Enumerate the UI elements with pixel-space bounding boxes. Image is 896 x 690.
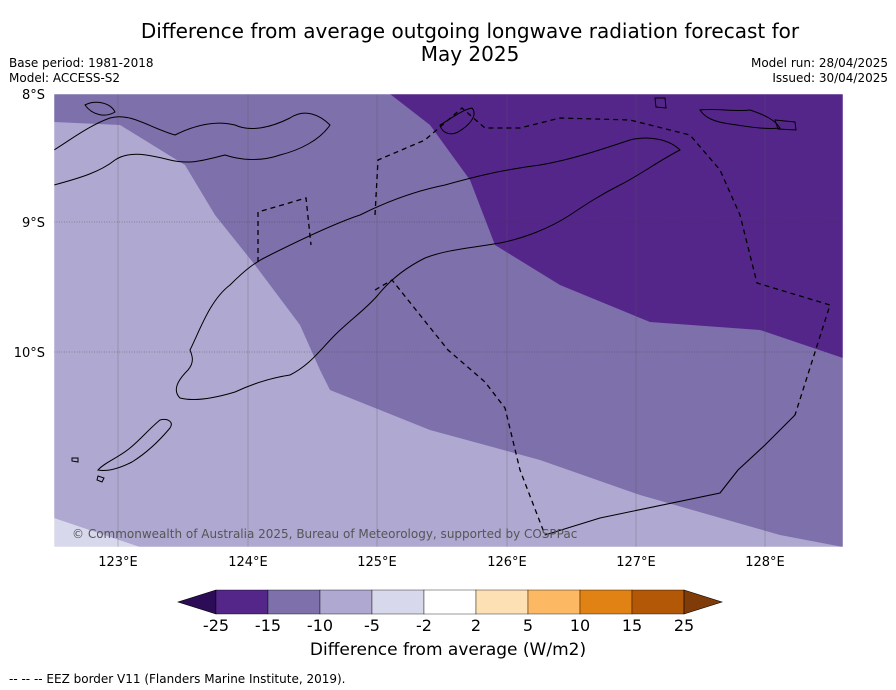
- meta-right: Model run: 28/04/2025 Issued: 30/04/2025: [751, 56, 888, 86]
- colorbar-label: Difference from average (W/m2): [309, 640, 587, 660]
- lat-label-8s: 8°S: [22, 88, 45, 103]
- colorbar-swatch: [475, 589, 529, 615]
- colorbar-tick-label: 5: [523, 616, 533, 635]
- colorbar-swatch: [579, 589, 633, 615]
- map-area: © Commonwealth of Australia 2025, Bureau…: [54, 94, 843, 547]
- title-line-2: May 2025: [420, 42, 520, 66]
- colorbar-swatch: [319, 589, 373, 615]
- colorbar-swatch: [267, 589, 321, 615]
- band-minus-2: [54, 518, 140, 547]
- lon-label-126e: 126°E: [487, 555, 527, 570]
- colorbar-extend-high: [683, 589, 723, 615]
- colorbar-tick-label: -2: [416, 616, 432, 635]
- colorbar-tick-label: -15: [255, 616, 281, 635]
- colorbar-tick-label: 15: [622, 616, 642, 635]
- lon-label-123e: 123°E: [98, 555, 138, 570]
- colorbar-tick-label: -5: [364, 616, 380, 635]
- lon-label-124e: 124°E: [228, 555, 268, 570]
- model-run: Model run: 28/04/2025: [750, 56, 888, 70]
- colorbar-extend-low: [177, 589, 217, 615]
- issued-date: Issued: 30/04/2025: [772, 71, 888, 85]
- model-name: Model: ACCESS-S2: [9, 71, 121, 85]
- base-period: Base period: 1981-2018: [9, 56, 154, 70]
- lon-label-128e: 128°E: [745, 555, 785, 570]
- colorbar-swatch: [527, 589, 581, 615]
- coastlines: [54, 97, 797, 483]
- map-frame: [53, 93, 844, 548]
- colorbar-ticks: -25 -15 -10 -5 -2 2 5 10 15 25: [203, 616, 694, 635]
- colorbar-swatch: [631, 589, 685, 615]
- colorbar-tick-label: -10: [307, 616, 333, 635]
- graticule: [54, 221, 843, 353]
- eez-border: [257, 107, 831, 536]
- lat-label-10s: 10°S: [14, 346, 45, 361]
- colorbar-swatch: [371, 589, 425, 615]
- map-title: Difference from average outgoing longwav…: [0, 20, 896, 66]
- colorbar-swatch: [423, 589, 477, 615]
- lat-label-9s: 9°S: [22, 216, 45, 231]
- footnote: -- -- -- EEZ border V11 (Flanders Marine…: [9, 672, 346, 686]
- colorbar: [177, 589, 723, 615]
- colorbar-tick-label: 25: [674, 616, 694, 635]
- copyright-notice: © Commonwealth of Australia 2025, Bureau…: [72, 527, 577, 541]
- lon-label-127e: 127°E: [616, 555, 656, 570]
- band-minus-15: [390, 94, 843, 358]
- colorbar-tick-label: 10: [570, 616, 590, 635]
- title-line-1: Difference from average outgoing longwav…: [140, 19, 800, 43]
- colorbar-tick-label: -25: [203, 616, 229, 635]
- lon-label-125e: 125°E: [357, 555, 397, 570]
- eez-solid-border: [544, 414, 796, 536]
- colorbar-swatch: [215, 589, 269, 615]
- colorbar-tick-label: 2: [471, 616, 481, 635]
- meta-left: Base period: 1981-2018 Model: ACCESS-S2: [9, 56, 154, 86]
